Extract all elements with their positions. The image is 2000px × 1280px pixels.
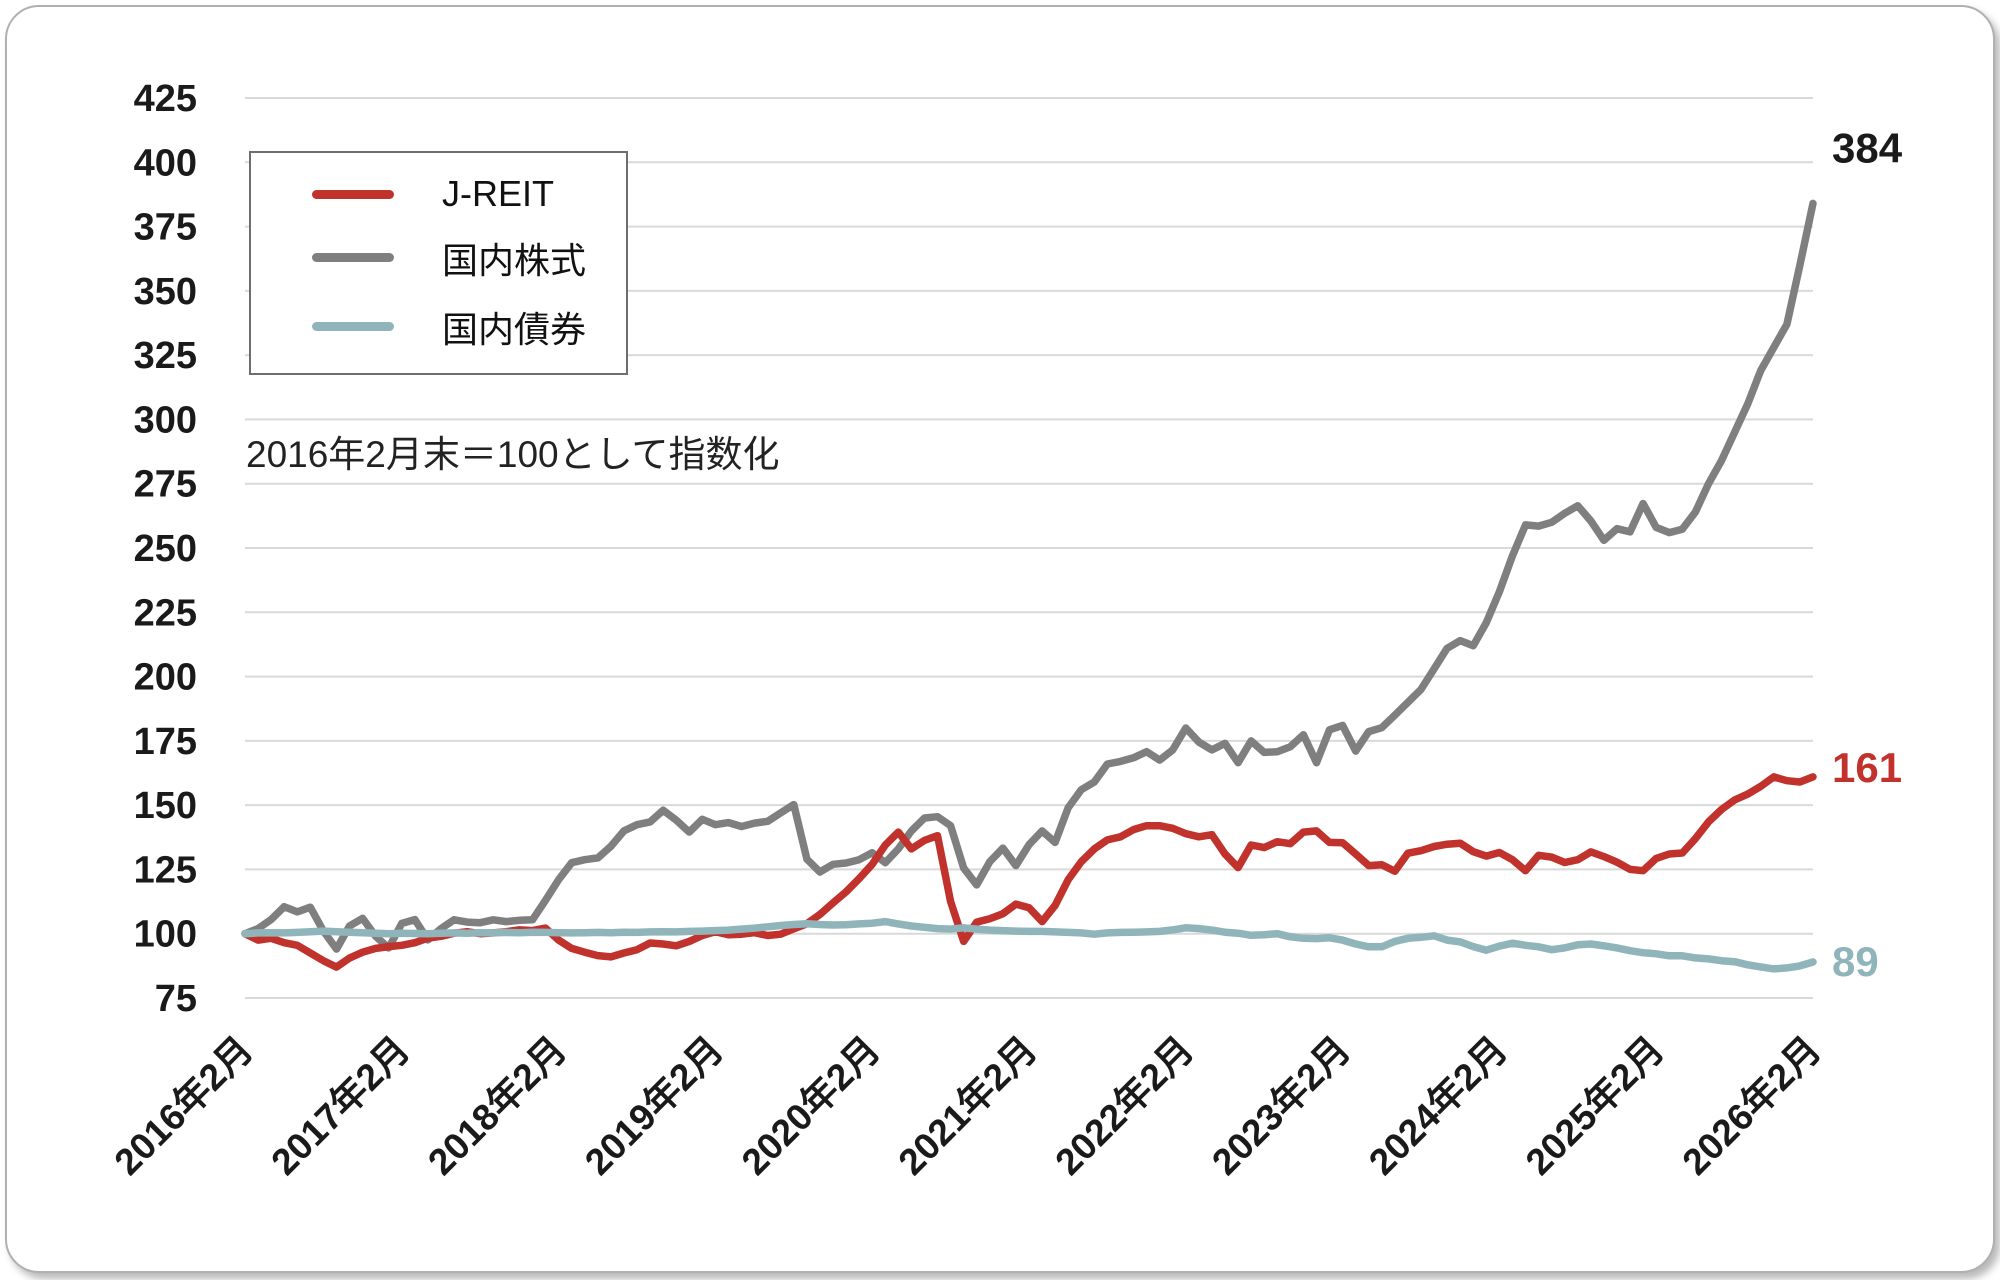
x-axis-tick-label: 2024年2月	[1361, 1029, 1515, 1183]
chart-card: 75 100 125 150 175 200 225 250 275 300 325 350 375 40…	[5, 5, 1995, 1273]
y-axis-tick-label: 300	[134, 399, 197, 441]
y-axis-tick-label: 100	[134, 914, 197, 956]
y-axis-tick-label: 125	[134, 849, 197, 891]
y-axis-tick-label: 225	[134, 592, 197, 634]
y-axis-tick-label: 400	[134, 142, 197, 184]
legend-item-jreit: J-REIT	[251, 173, 626, 215]
legend-label-domestic-bonds: 国内債券	[442, 308, 587, 350]
x-axis-tick-label: 2026年2月	[1675, 1029, 1829, 1183]
legend-label-jreit: J-REIT	[442, 173, 554, 215]
legend-item-domestic-stocks: 国内株式	[251, 232, 626, 284]
x-axis-tick-label: 2019年2月	[577, 1029, 731, 1183]
x-axis-tick-label: 2025年2月	[1518, 1029, 1672, 1183]
series-line-国内債券	[241, 917, 1817, 973]
y-axis-tick-label: 150	[134, 785, 197, 827]
y-axis-tick-label: 175	[134, 721, 197, 763]
x-axis-tick-label: 2021年2月	[891, 1029, 1045, 1183]
legend-label-domestic-stocks: 国内株式	[442, 239, 587, 281]
x-axis-tick-label: 2016年2月	[107, 1029, 261, 1183]
y-axis-tick-label: 325	[134, 335, 197, 377]
jreit-line-swatch-icon	[312, 189, 394, 199]
x-axis-tick-label: 2020年2月	[734, 1029, 888, 1183]
y-axis-tick-label: 250	[134, 528, 197, 570]
chart-legend: J-REIT 国内株式 国内債券	[249, 151, 628, 375]
domestic-stocks-line-swatch-icon	[312, 253, 394, 263]
y-axis-tick-label: 200	[134, 657, 197, 699]
series-line-国内株式	[241, 199, 1817, 953]
end-value-label-国内債券: 89	[1832, 938, 1879, 985]
index-base-note: 2016年2月末＝100として指数化	[246, 434, 780, 475]
legend-item-domestic-bonds: 国内債券	[251, 301, 626, 353]
y-axis-tick-label: 350	[134, 271, 197, 313]
y-axis-tick-label: 425	[134, 78, 197, 120]
y-axis-tick-label: 275	[134, 464, 197, 506]
end-value-label-国内株式: 384	[1832, 124, 1903, 171]
indexed-performance-line-chart: 75 100 125 150 175 200 225 250 275 300 325 350 375 40…	[107, 78, 1903, 1183]
y-axis-tick-label: 375	[134, 207, 197, 249]
end-value-label-J-REIT: 161	[1832, 744, 1902, 791]
x-axis-tick-label: 2017年2月	[263, 1029, 417, 1183]
x-axis-tick-label: 2023年2月	[1204, 1029, 1358, 1183]
y-axis-tick-label: 75	[155, 978, 197, 1020]
domestic-bonds-line-swatch-icon	[312, 322, 394, 332]
x-axis-tick-label: 2022年2月	[1047, 1029, 1201, 1183]
x-axis-tick-label: 2018年2月	[420, 1029, 574, 1183]
